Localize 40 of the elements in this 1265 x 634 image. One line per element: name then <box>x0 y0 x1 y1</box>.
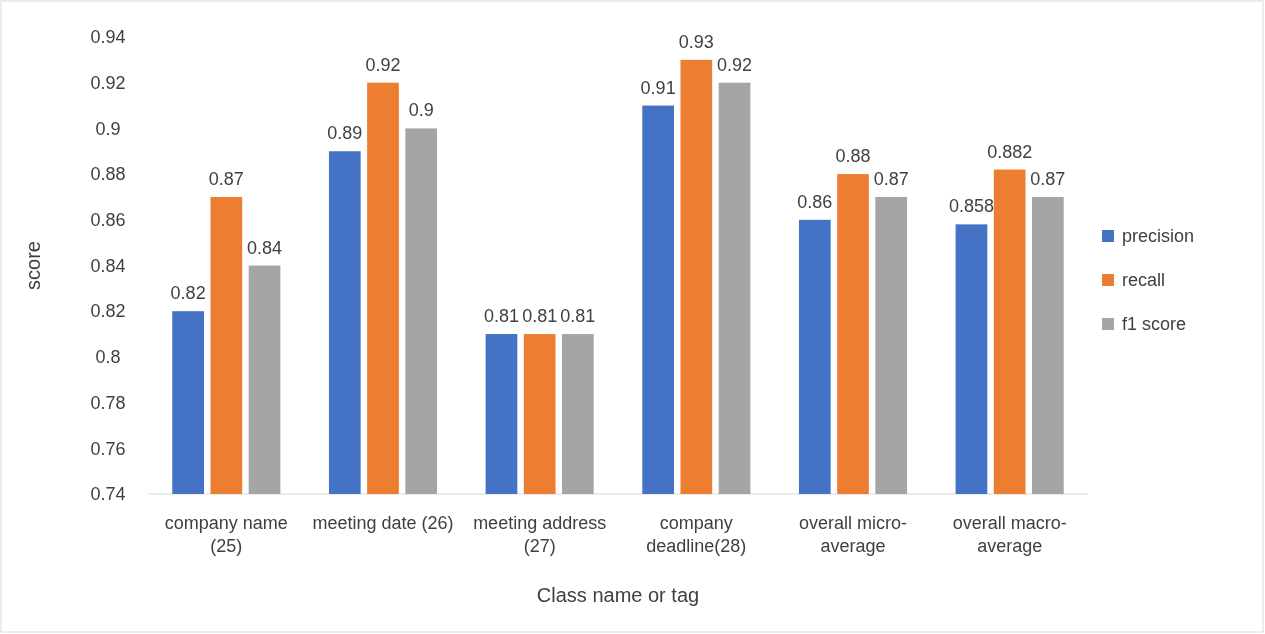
y-tick-label: 0.88 <box>90 164 126 185</box>
y-tick-label: 0.92 <box>90 72 126 93</box>
data-label: 0.882 <box>987 141 1033 162</box>
data-label: 0.88 <box>835 146 871 167</box>
x-tick-label: overall macro-average <box>952 513 1067 557</box>
legend-label: precision <box>1122 226 1195 246</box>
y-axis-title: score <box>22 241 44 290</box>
data-label: 0.82 <box>170 283 206 304</box>
x-tick-label: company name (25) <box>164 513 288 557</box>
y-tick-label: 0.86 <box>90 210 126 231</box>
y-tick-label: 0.8 <box>95 347 121 368</box>
y-tick-label: 0.82 <box>90 301 126 322</box>
data-label: 0.87 <box>873 168 909 189</box>
data-label: 0.84 <box>247 237 283 258</box>
data-label: 0.91 <box>640 77 676 98</box>
data-label: 0.81 <box>483 306 519 327</box>
data-label: 0.92 <box>365 54 401 75</box>
data-label: 0.81 <box>522 306 558 327</box>
y-tick-label: 0.76 <box>90 438 126 459</box>
y-tick-label: 0.94 <box>90 27 126 48</box>
data-label: 0.93 <box>678 31 714 52</box>
y-tick-label: 0.74 <box>90 484 126 505</box>
x-tick-label: meeting date (26) <box>312 513 454 533</box>
legend-label: recall <box>1122 270 1166 290</box>
y-tick-label: 0.9 <box>95 118 121 139</box>
x-tick-label: meeting address (27) <box>473 513 607 557</box>
x-tick-label: overall micro-average <box>798 513 908 557</box>
x-tick-label: company deadline(28) <box>646 513 747 557</box>
data-label: 0.89 <box>327 123 363 144</box>
y-tick-label: 0.78 <box>90 392 126 413</box>
legend-label: f1 score <box>1122 314 1187 334</box>
data-label: 0.92 <box>717 54 753 75</box>
data-label: 0.858 <box>948 196 994 217</box>
data-label: 0.87 <box>208 168 244 189</box>
data-label: 0.86 <box>797 191 833 212</box>
data-label: 0.87 <box>1030 168 1066 189</box>
x-axis-title: Class name or tag <box>536 584 700 606</box>
y-tick-label: 0.84 <box>90 255 126 276</box>
data-label: 0.81 <box>560 306 596 327</box>
data-label: 0.9 <box>408 100 434 121</box>
